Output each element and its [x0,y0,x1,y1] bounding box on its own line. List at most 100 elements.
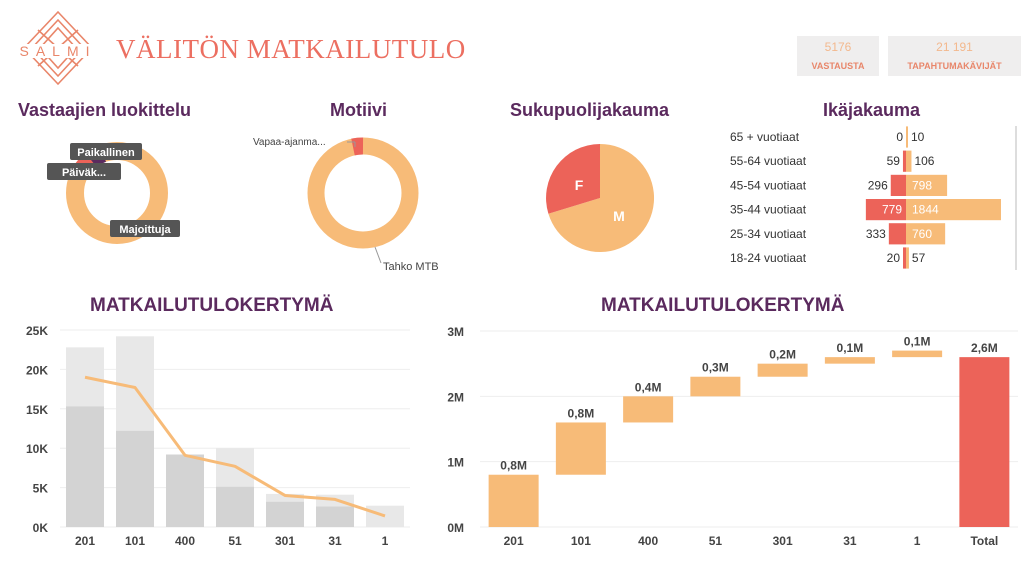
pie-slice-f [546,144,600,214]
bar-foreground[interactable] [266,501,304,527]
y-tick-label: 0K [33,521,49,535]
age-value-right: 1844 [912,203,939,217]
age-value-right: 798 [912,178,932,192]
bar-foreground[interactable] [116,430,154,527]
waterfall-bar[interactable] [623,396,674,423]
age-bar-left[interactable] [865,199,906,221]
age-bar-left[interactable] [890,174,906,196]
y-tick-label: 10K [26,442,48,456]
pie-slice-m [548,143,655,252]
pie-label-f: F [575,177,584,193]
bar-foreground[interactable] [316,506,354,527]
page-title: VÄLITÖN MATKAILUTULO [116,34,466,64]
x-tick-label: 101 [571,534,591,548]
age-value-left: 20 [887,251,901,265]
pie-label-m: M [613,208,625,224]
waterfall-bar[interactable] [690,376,741,397]
x-tick-label: Total [970,534,998,548]
age-group-label: 25-34 vuotiaat [730,227,807,241]
data-label: 0,1M [837,341,864,355]
trend-line[interactable] [84,375,386,518]
x-tick-label: 51 [709,534,723,548]
waterfall-bar[interactable] [757,363,808,377]
age-bar-right[interactable] [906,247,909,269]
gender-title: Sukupuolijakauma [510,100,670,120]
label-vapaa-ajan: Vapaa-ajanma... [253,137,326,148]
data-label: 2,6M [971,341,998,355]
kpi-visitors-label: TAPAHTUMAKÄVIJÄT [907,61,1002,71]
age-bar-right[interactable] [906,126,908,148]
x-tick-label: 1 [914,534,921,548]
respondents-donut-chart[interactable]: Paikallinen Päiväk... Majoittuja [0,125,240,265]
x-tick-label: 1 [382,534,389,548]
y-tick-label: 5K [33,482,49,496]
age-value-left: 779 [882,203,902,217]
age-bar-left[interactable] [902,150,906,172]
motive-title: Motiivi [330,100,387,120]
data-label: 0,3M [702,361,729,375]
donut-segment-tahko-mtb [307,137,419,249]
data-label: 0,4M [635,380,662,394]
x-tick-label: 31 [328,534,342,548]
label-paivak: Päiväk... [62,167,106,179]
age-value-right: 57 [912,251,926,265]
y-tick-label: 25K [26,324,48,338]
x-tick-label: 101 [125,534,145,548]
cumulative-chart-title-left: MATKAILUTULOKERTYMÄ [90,295,334,316]
x-tick-label: 400 [175,534,195,548]
waterfall-bar[interactable] [824,357,875,364]
cumulative-bar-line-chart[interactable]: 25K 20K 15K 10K 5K 0K 201 101 400 51 301 31 1 [0,320,420,550]
y-tick-label: 15K [26,403,48,417]
age-pyramid-chart[interactable]: 65 + vuotiaat 0 10 55-64 vuotiaat 59 106 45-54… [720,124,1020,270]
bar-background[interactable] [366,505,404,527]
motive-donut-chart[interactable]: Vapaa-ajanma... Tahko MTB [245,125,475,275]
label-majoittuja: Majoittuja [119,224,171,236]
age-value-left: 333 [866,227,886,241]
age-bar-right[interactable] [906,174,948,196]
label-tahko-mtb: Tahko MTB [383,261,439,273]
waterfall-bar[interactable] [488,474,539,527]
age-bar-left[interactable] [903,247,906,269]
age-bar-right[interactable] [906,150,912,172]
age-value-right: 760 [912,227,932,241]
bar-foreground[interactable] [166,454,204,527]
gender-pie-chart[interactable]: F M [535,135,665,265]
age-bar-right[interactable] [906,199,1001,221]
age-bar-left[interactable] [888,223,906,245]
bar-foreground[interactable] [66,406,104,527]
age-value-right: 10 [911,130,925,144]
age-group-label: 55-64 vuotiaat [730,154,807,168]
y-tick-label: 1M [447,456,464,470]
cumulative-waterfall-chart[interactable]: 3M 2M 1M 0M 0,8M 201 0,8M 101 0,4M 400 0,3M 51 0,2M 3… [430,320,1024,550]
y-tick-label: 20K [26,363,48,377]
y-tick-label: 3M [447,325,464,339]
age-bar-right[interactable] [906,223,946,245]
salmi-logo: SALMI [10,10,106,86]
age-value-left: 59 [887,154,901,168]
x-tick-label: 51 [228,534,242,548]
data-label: 0,8M [568,406,595,420]
waterfall-total-bar[interactable] [959,357,1010,527]
kpi-visitors-value: 21 191 [936,40,973,54]
y-tick-label: 0M [447,521,464,535]
waterfall-bar[interactable] [555,422,606,475]
kpi-responses: 5176 VASTAUSTA [797,36,879,76]
age-value-right: 106 [914,154,934,168]
respondents-title: Vastaajien luokittelu [18,100,192,120]
data-label: 0,2M [769,348,796,362]
kpi-responses-label: VASTAUSTA [811,61,865,71]
bar-foreground[interactable] [216,486,254,527]
svg-text:SALMI: SALMI [19,43,96,59]
waterfall-bar[interactable] [892,350,943,358]
age-title: Ikäjakauma [823,100,921,120]
x-tick-label: 201 [504,534,524,548]
kpi-visitors: 21 191 TAPAHTUMAKÄVIJÄT [888,36,1021,76]
age-value-left: 0 [896,130,903,144]
x-tick-label: 400 [638,534,658,548]
y-tick-label: 2M [447,390,464,404]
age-value-left: 296 [868,178,888,192]
x-tick-label: 201 [75,534,95,548]
cumulative-chart-title-right: MATKAILUTULOKERTYMÄ [601,295,845,316]
age-group-label: 45-54 vuotiaat [730,178,807,192]
x-tick-label: 301 [275,534,295,548]
